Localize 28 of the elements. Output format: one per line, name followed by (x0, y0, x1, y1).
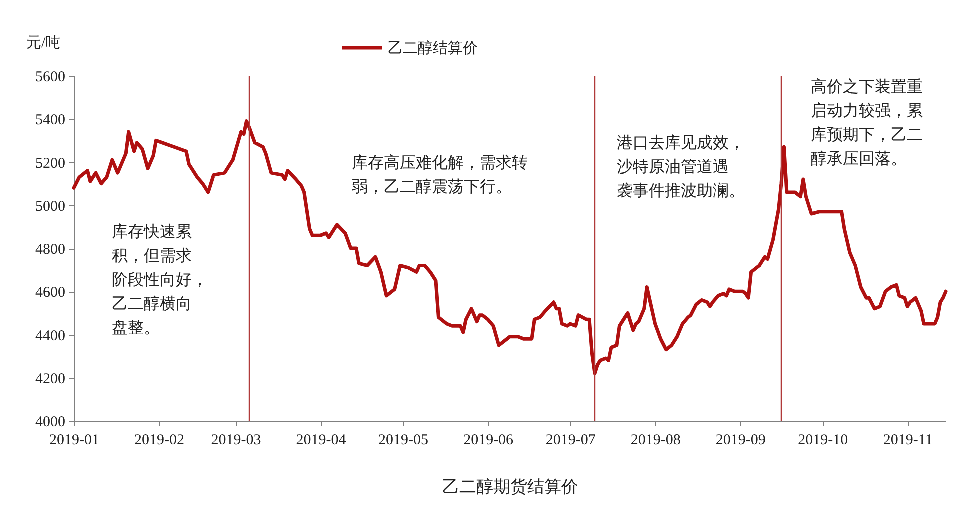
y-tick-label: 4000 (36, 414, 66, 430)
line-series (72, 120, 948, 376)
y-tick-label: 4400 (36, 328, 66, 344)
y-tick-label: 4200 (36, 371, 66, 388)
y-tick-label: 5600 (36, 70, 66, 86)
x-tick-label: 2019-11 (883, 432, 933, 448)
x-tick-label: 2019-06 (464, 432, 514, 448)
x-tick-label: 2019-02 (134, 432, 185, 448)
y-tick-label: 4600 (36, 285, 66, 302)
legend-label: 乙二醇结算价 (388, 40, 478, 57)
x-tick-label: 2019-07 (546, 432, 596, 448)
annotation: 港口去库见成效，沙特原油管道遇袭事件推波助澜。 (617, 134, 745, 200)
y-tick-label: 5200 (36, 156, 66, 172)
annotation: 库存快速累积，但需求阶段性向好，乙二醇横向盘整。 (112, 223, 208, 337)
x-tick-label: 2019-05 (378, 432, 429, 448)
annotation: 高价之下装置重启动力较强，累库预期下，乙二醇承压回落。 (811, 78, 923, 168)
y-tick-label: 4800 (36, 242, 66, 258)
x-axis-title: 乙二醇期货结算价 (442, 478, 578, 496)
x-tick-label: 2019-04 (296, 432, 347, 448)
x-tick-label: 2019-03 (211, 432, 262, 448)
x-tick-label: 2019-10 (798, 432, 848, 448)
annotation: 库存高压难化解，需求转弱，乙二醇震荡下行。 (352, 154, 528, 196)
x-tick-label: 2019-09 (716, 432, 766, 448)
x-tick-label: 2019-08 (630, 432, 681, 448)
x-tick-label: 2019-01 (50, 432, 100, 448)
y-tick-label: 5400 (36, 112, 66, 129)
y-axis-title: 元/吨 (26, 34, 61, 52)
y-tick-label: 5000 (36, 198, 66, 215)
